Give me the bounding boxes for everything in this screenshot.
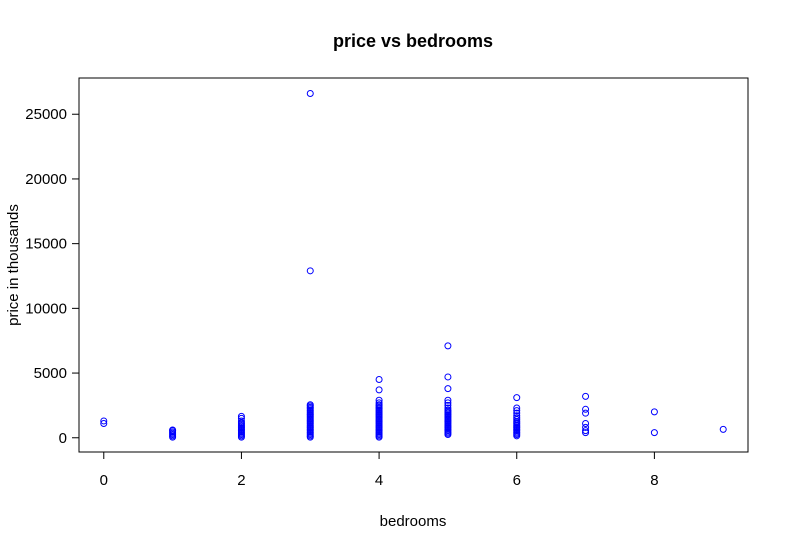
data-point xyxy=(237,414,245,422)
x-tick-label: 2 xyxy=(237,472,245,489)
x-tick-label: 0 xyxy=(100,472,108,489)
data-point xyxy=(582,409,590,417)
data-point xyxy=(513,394,521,402)
data-point xyxy=(100,417,108,425)
y-tick-label: 25000 xyxy=(25,106,67,123)
y-tick-label: 15000 xyxy=(25,236,67,253)
y-axis-label: price in thousands xyxy=(5,204,22,326)
data-points xyxy=(100,90,727,441)
y-tick-label: 20000 xyxy=(25,171,67,188)
data-point xyxy=(513,409,521,417)
x-tick-label: 6 xyxy=(513,472,521,489)
data-point xyxy=(375,401,383,409)
data-point xyxy=(444,399,452,407)
data-point xyxy=(444,406,452,414)
data-point xyxy=(582,427,590,435)
y-tick-label: 10000 xyxy=(25,300,67,317)
plot-frame xyxy=(78,77,749,453)
y-tick-label: 5000 xyxy=(34,365,67,382)
data-point xyxy=(237,417,245,425)
chart-title: price vs bedrooms xyxy=(333,31,493,51)
data-point xyxy=(237,412,245,420)
x-tick-label: 4 xyxy=(375,472,383,489)
data-point xyxy=(513,414,521,422)
data-point xyxy=(513,407,521,415)
data-point xyxy=(582,429,590,437)
y-axis: 0 5000 10000 15000 20000 25000 xyxy=(25,106,80,447)
data-point xyxy=(582,423,590,431)
x-axis: 0 2 4 6 8 xyxy=(100,451,659,489)
data-point xyxy=(582,392,590,400)
data-point xyxy=(375,386,383,394)
data-point xyxy=(375,396,383,404)
x-axis-label: bedrooms xyxy=(380,513,447,530)
data-point xyxy=(513,404,521,412)
data-point xyxy=(582,405,590,413)
data-point xyxy=(582,420,590,428)
y-tick-label: 0 xyxy=(59,430,67,447)
data-point xyxy=(444,401,452,409)
data-point xyxy=(650,408,658,416)
data-point xyxy=(650,429,658,437)
x-tick-label: 8 xyxy=(650,472,658,489)
data-point xyxy=(719,425,727,433)
data-point xyxy=(169,426,177,434)
data-point xyxy=(375,376,383,384)
data-point xyxy=(444,385,452,393)
data-point xyxy=(513,412,521,420)
data-point xyxy=(375,399,383,407)
data-point xyxy=(100,420,108,428)
data-point xyxy=(444,342,452,350)
data-point xyxy=(444,396,452,404)
data-point xyxy=(306,267,314,275)
data-point xyxy=(444,373,452,381)
data-point xyxy=(306,401,314,409)
data-point xyxy=(306,90,314,98)
data-point xyxy=(444,404,452,412)
